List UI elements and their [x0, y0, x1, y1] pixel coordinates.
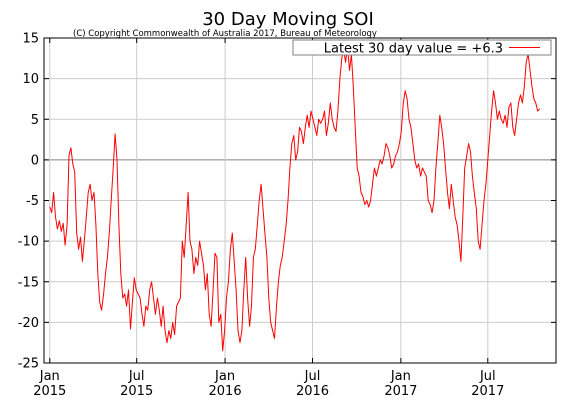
plot-frame — [43, 37, 557, 364]
y-tick-label: -10 — [18, 235, 39, 250]
x-tick-label-month: Jan — [39, 369, 60, 384]
x-tick-label-year: 2016 — [296, 384, 329, 399]
y-tick-label: -20 — [18, 316, 39, 331]
grid-layer — [44, 38, 556, 363]
y-tick-label: 0 — [31, 153, 39, 168]
y-tick-label: 10 — [22, 72, 39, 87]
chart-title: 30 Day Moving SOI — [202, 9, 374, 30]
copyright-notice: (C) Copyright Commonwealth of Australia … — [73, 29, 377, 39]
soi-series-line — [49, 45, 541, 352]
legend-label: Latest 30 day value = +6.3 — [324, 42, 503, 57]
x-tick-label-year: 2017 — [471, 384, 504, 399]
x-tick-label-month: Jul — [479, 369, 496, 384]
y-tick-label: -15 — [18, 275, 39, 290]
x-tick-label-year: 2016 — [209, 384, 242, 399]
legend-box — [292, 39, 552, 56]
legend: Latest 30 day value = +6.3 — [292, 39, 552, 57]
y-tick-label: 15 — [22, 32, 39, 47]
x-tick-label-month: Jul — [304, 369, 321, 384]
x-tick-label-year: 2015 — [33, 384, 66, 399]
x-tick-label-month: Jan — [214, 369, 235, 384]
x-tick-label-month: Jan — [390, 369, 411, 384]
x-tick-label-year: 2015 — [120, 384, 153, 399]
y-tick-label: -25 — [18, 357, 39, 372]
series-layer — [49, 45, 541, 352]
y-tick-label: -5 — [26, 194, 39, 209]
x-tick-label-year: 2017 — [384, 384, 417, 399]
y-tick-label: 5 — [31, 113, 39, 128]
tick-layer: -25-20-15-10-5051015Jan2015Jul2015Jan201… — [18, 32, 556, 399]
x-tick-label-month: Jul — [128, 369, 145, 384]
